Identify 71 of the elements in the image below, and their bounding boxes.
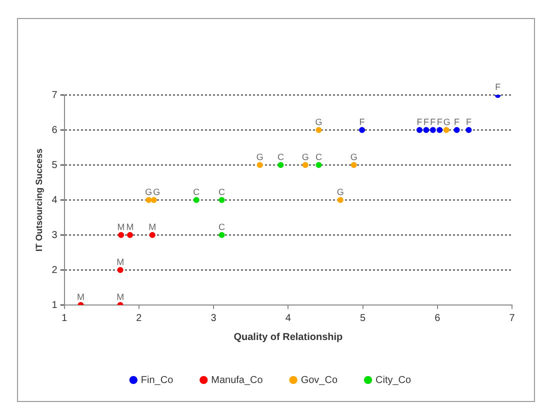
point <box>117 267 124 273</box>
legend-label: Gov_Co <box>300 374 338 386</box>
annotation: M <box>117 222 125 232</box>
legend-label: Manufa_Co <box>211 374 264 386</box>
point <box>430 127 436 133</box>
x-tick-label: 3 <box>210 312 217 324</box>
x-tick-label: 5 <box>360 312 366 324</box>
point <box>316 162 322 168</box>
annotation: M <box>77 292 85 302</box>
annotation: G <box>153 186 160 197</box>
annotation: G <box>315 116 322 127</box>
point <box>359 127 366 133</box>
y-tick-label: 4 <box>52 194 58 206</box>
annotation: F <box>495 82 502 92</box>
annotation: C <box>316 152 323 162</box>
point <box>423 127 430 133</box>
point <box>454 127 460 133</box>
annotation: M <box>126 222 134 232</box>
legend-label: City_Co <box>376 374 412 386</box>
y-tick-label: 6 <box>52 124 58 136</box>
point <box>443 127 450 133</box>
x-tick-label: 2 <box>136 312 142 324</box>
annotation: F <box>454 116 460 127</box>
annotation: C <box>218 222 226 232</box>
annotation: M <box>116 292 124 302</box>
y-tick-label: 1 <box>52 300 58 311</box>
annotation: G <box>302 152 309 162</box>
annotation: G <box>443 116 450 127</box>
annotation: F <box>436 116 443 127</box>
y-tick-label: 2 <box>52 264 58 276</box>
x-tick-label: 4 <box>285 312 292 324</box>
point <box>218 232 225 238</box>
annotation: G <box>350 152 358 162</box>
annotation: G <box>336 186 344 197</box>
point <box>218 197 225 203</box>
annotation: F <box>466 116 472 127</box>
annotation: G <box>145 186 152 197</box>
point <box>118 232 124 238</box>
point <box>337 197 344 203</box>
annotation: C <box>277 152 284 162</box>
point <box>193 197 200 203</box>
annotation: C <box>218 186 226 197</box>
annotation: F <box>423 116 430 127</box>
x-tick-label: 1 <box>62 312 68 324</box>
point <box>416 127 422 133</box>
point <box>316 127 322 133</box>
y-tick-label: 7 <box>52 90 58 101</box>
annotation: C <box>193 186 200 197</box>
point <box>146 197 152 203</box>
point <box>350 162 357 168</box>
point <box>466 127 472 133</box>
legend-label: Fin_Co <box>140 374 174 386</box>
annotation: F <box>430 116 436 127</box>
y-tick-label: 3 <box>52 230 58 241</box>
annotation: M <box>148 222 156 232</box>
x-tick-label: 6 <box>434 312 441 324</box>
point <box>256 162 263 168</box>
annotation: F <box>416 116 423 127</box>
point <box>127 232 134 238</box>
point <box>436 127 443 133</box>
point <box>150 197 157 203</box>
annotation: F <box>359 116 366 127</box>
point <box>149 232 156 238</box>
point <box>278 162 284 168</box>
x-tick-label: 7 <box>509 312 516 324</box>
y-tick-label: 5 <box>52 160 58 171</box>
annotation: G <box>256 152 264 162</box>
x-axis-title: Quality of Relationship <box>234 332 343 343</box>
point <box>302 162 308 168</box>
y-axis-title: IT Outsourcing Success <box>34 148 44 252</box>
annotation: M <box>116 256 124 267</box>
